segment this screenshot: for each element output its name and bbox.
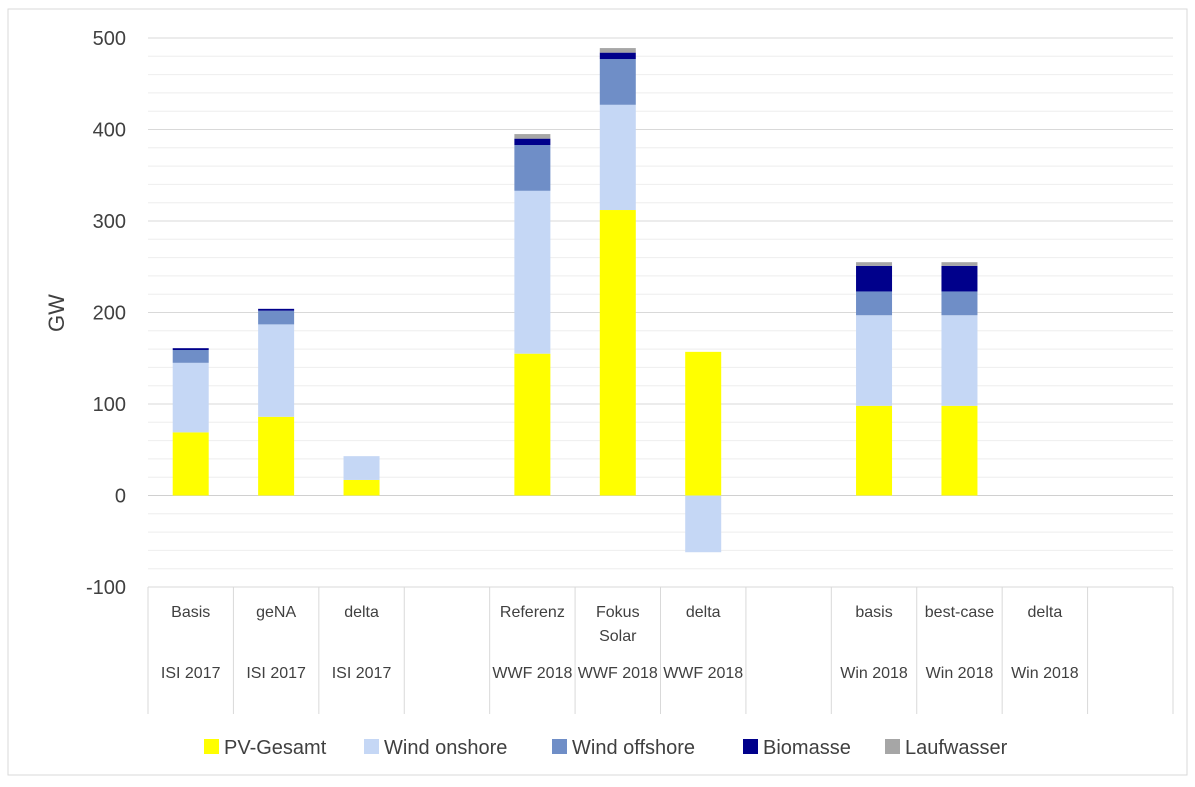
bar-segment (856, 405, 893, 496)
y-tick-label: 100 (93, 394, 126, 416)
category-label: geNA (256, 604, 296, 621)
bar-segment (172, 350, 209, 363)
bar-segment (599, 48, 636, 53)
legend-swatch (552, 739, 567, 754)
category-group-label: ISI 2017 (246, 665, 306, 682)
legend-label: Biomasse (763, 737, 851, 759)
bar-segment (599, 104, 636, 211)
y-axis-title: GW (44, 294, 69, 332)
bar-segment (172, 432, 209, 496)
category-label: Basis (171, 604, 210, 621)
y-tick-label: 300 (93, 211, 126, 233)
bar-segment (856, 315, 893, 406)
bar-segment (514, 138, 551, 146)
legend-label: Wind offshore (572, 737, 695, 759)
bar-segment (514, 134, 551, 139)
bar-segment (941, 405, 978, 496)
category-group-label: Win 2018 (926, 665, 994, 682)
legend-swatch (204, 739, 219, 754)
bar-segment (599, 52, 636, 60)
bar-segment (941, 315, 978, 406)
category-group-label: WWF 2018 (663, 665, 743, 682)
bar-segment (856, 265, 893, 292)
bar-segment (258, 416, 295, 496)
category-label: delta (1028, 604, 1063, 621)
category-label: Fokus (596, 604, 640, 621)
category-group-label: ISI 2017 (161, 665, 221, 682)
bar-segment (258, 324, 295, 417)
bar-segment (599, 59, 636, 105)
bar-segment (343, 456, 380, 480)
category-label: Referenz (500, 604, 565, 621)
category-group-label: ISI 2017 (332, 665, 392, 682)
bar-segment (343, 479, 380, 496)
bar-segment (514, 145, 551, 191)
y-tick-label: 200 (93, 303, 126, 325)
y-tick-label: -100 (86, 577, 126, 599)
bar-segment (941, 291, 978, 316)
category-label: basis (855, 604, 892, 621)
category-label: Solar (599, 628, 637, 645)
legend-swatch (743, 739, 758, 754)
bar-segment (514, 190, 551, 354)
category-label: delta (344, 604, 379, 621)
bar-segment (856, 262, 893, 266)
y-tick-label: 500 (93, 28, 126, 50)
legend-swatch (885, 739, 900, 754)
legend-label: Laufwasser (905, 737, 1008, 759)
category-group-label: Win 2018 (840, 665, 908, 682)
bar-segment (941, 262, 978, 266)
bar-segment (685, 351, 722, 496)
bars (172, 48, 978, 553)
y-tick-label: 0 (115, 486, 126, 508)
category-label: delta (686, 604, 721, 621)
bar-segment (258, 310, 295, 325)
bar-segment (172, 362, 209, 433)
axes: -100 0 100 200 300 400 500 Basis ISI 2017 geNA ISI… (86, 28, 1174, 714)
bar-segment (599, 210, 636, 496)
legend: PV-Gesamt Wind onshore Wind offshore Biomas… (204, 737, 1008, 759)
bar-segment (172, 348, 209, 351)
bar-segment (856, 291, 893, 316)
legend-label: PV-Gesamt (224, 737, 327, 759)
bar-segment (685, 495, 722, 553)
bar-segment (941, 265, 978, 292)
category-group-label: Win 2018 (1011, 665, 1079, 682)
bar-segment (514, 353, 551, 496)
legend-label: Wind onshore (384, 737, 507, 759)
legend-swatch (364, 739, 379, 754)
bar-segment (258, 308, 295, 311)
category-group-label: WWF 2018 (492, 665, 572, 682)
category-group-label: WWF 2018 (578, 665, 658, 682)
y-tick-label: 400 (93, 120, 126, 142)
category-label: best-case (925, 604, 994, 621)
